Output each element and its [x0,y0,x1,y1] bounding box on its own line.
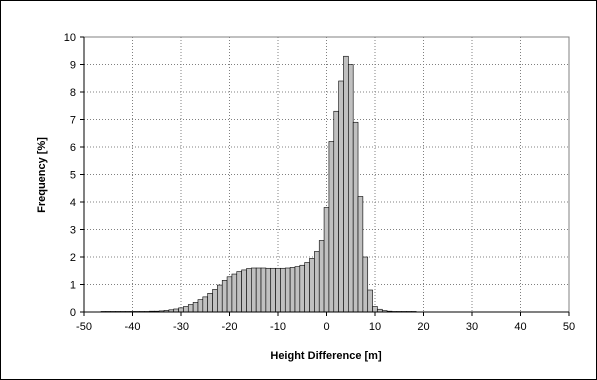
x-tick-label: -10 [270,321,286,333]
y-tick-label: 5 [70,170,76,182]
x-tick-label: -50 [76,321,92,333]
y-tick-label: 7 [70,115,76,127]
histogram-bar [231,273,238,313]
histogram-bar [226,276,233,313]
histogram-bar [265,267,272,313]
y-tick-label: 6 [70,142,76,154]
histogram-bar [318,240,325,313]
histogram-bar [260,267,267,313]
histogram-bar [255,267,262,313]
histogram-bar [236,271,242,313]
histogram-bar [352,121,359,313]
tick-labels: 0 1 2 3 4 5 6 7 8 9 10 -50 -40 -30 -20 -10 0 10 20 30 40 50 [64,32,575,333]
x-tick-label: 20 [417,321,429,333]
x-tick-label: -40 [125,321,141,333]
x-tick-label: 10 [369,321,381,333]
histogram-bar [314,251,320,313]
histogram-bar [217,284,223,313]
histogram-bar [178,307,184,313]
y-axis-title: Frequency [%] [36,137,48,213]
histogram-bar [333,110,339,313]
y-tick-label: 10 [64,32,76,44]
histogram-bars [100,55,417,313]
histogram-bar [207,292,213,313]
histogram-bar [197,299,204,313]
x-tick-label: 0 [323,321,329,333]
histogram-bar [241,269,247,313]
histogram-bar [357,196,364,313]
x-axis-title: Height Difference [m] [270,350,382,362]
histogram-bar [343,55,349,313]
y-tick-label: 8 [70,87,76,99]
histogram-bar [338,80,344,313]
histogram-bar [299,264,305,313]
histogram-bar [328,141,335,313]
histogram-bar [289,267,296,313]
y-tick-label: 0 [70,307,76,319]
histogram-bar [212,289,218,313]
y-tick-label: 2 [70,252,76,264]
histogram-bar [348,64,354,313]
histogram-bar [323,207,330,313]
y-tick-label: 1 [70,280,76,292]
y-tick-label: 3 [70,225,76,237]
histogram-bar [367,289,373,313]
y-tick-label: 9 [70,60,76,72]
x-tick-label: 40 [514,321,526,333]
y-tick-label: 4 [70,197,76,209]
histogram-bar [192,302,199,313]
axes [80,36,570,316]
x-tick-label: 30 [466,321,478,333]
histogram-bar [284,267,291,313]
histogram-bar [362,256,369,313]
histogram-bar [221,280,228,313]
histogram-bar [270,267,276,313]
histogram-bar [187,304,194,313]
histogram-bar [309,258,315,313]
histogram-bar [294,266,301,313]
x-tick-label: 50 [563,321,575,333]
histogram-bar [275,267,281,313]
histogram-bar [280,267,286,313]
x-tick-label: -20 [222,321,238,333]
histogram-bar [304,262,310,313]
histogram-bar [246,268,252,313]
x-tick-label: -30 [173,321,189,333]
histogram-bar [183,306,189,313]
histogram-bar [251,267,257,313]
histogram-bar [372,306,378,313]
histogram-bar [202,296,208,313]
